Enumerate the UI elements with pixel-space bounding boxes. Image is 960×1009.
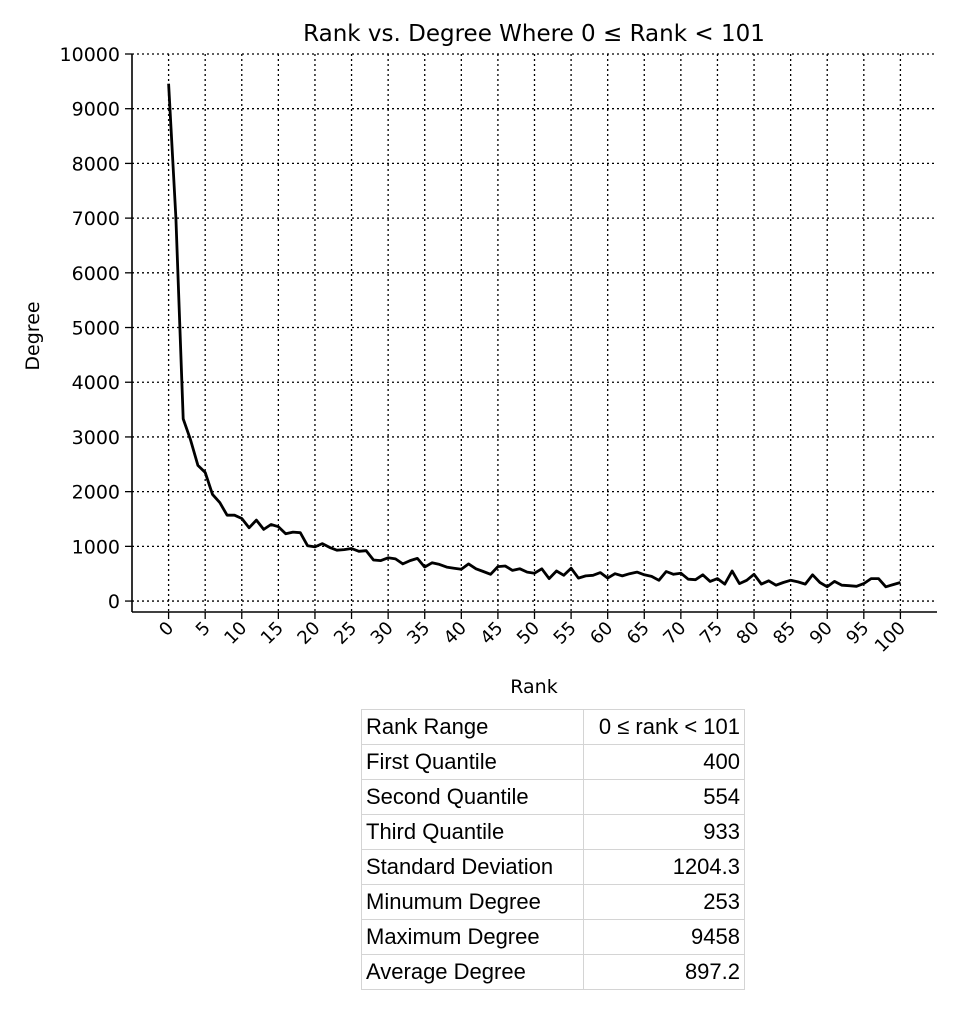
y-tick-label: 2000 <box>72 482 120 504</box>
y-tick-label: 10000 <box>60 44 120 66</box>
x-tick-label: 55 <box>550 618 581 649</box>
x-tick-label: 80 <box>733 618 764 649</box>
stats-value: 1204.3 <box>583 849 745 885</box>
stats-value: 253 <box>583 884 745 920</box>
y-tick-label: 4000 <box>72 372 120 394</box>
x-tick-label: 70 <box>659 618 690 649</box>
stats-label: Average Degree <box>361 954 584 990</box>
stats-value: 0 ≤ rank < 101 <box>583 709 745 745</box>
y-axis-ticks: 0 1000 2000 3000 4000 5000 6000 7000 8000 9000 100… <box>60 44 132 613</box>
stats-label: Rank Range <box>361 709 584 745</box>
x-tick-label: 95 <box>842 618 873 649</box>
stats-row: Average Degree 897.2 <box>361 954 745 990</box>
y-tick-label: 8000 <box>72 153 120 175</box>
stats-row: Maximum Degree 9458 <box>361 919 745 955</box>
chart-title: Rank vs. Degree Where 0 ≤ Rank < 101 <box>303 21 765 47</box>
stats-label: First Quantile <box>361 744 584 780</box>
x-tick-label: 85 <box>769 618 800 649</box>
x-tick-label: 25 <box>330 618 361 649</box>
x-tick-label: 75 <box>696 618 727 649</box>
x-tick-label: 90 <box>806 618 837 649</box>
stats-row: Third Quantile 933 <box>361 814 745 850</box>
x-axis-label: Rank <box>510 676 557 698</box>
y-tick-label: 7000 <box>72 208 120 230</box>
x-tick-label: 30 <box>367 618 398 649</box>
stats-value: 9458 <box>583 919 745 955</box>
y-tick-label: 9000 <box>72 99 120 121</box>
chart-series <box>167 83 901 589</box>
x-tick-label: 50 <box>513 618 544 649</box>
chart-grid <box>132 53 937 612</box>
y-tick-label: 0 <box>108 591 120 613</box>
x-tick-label: 100 <box>871 618 910 657</box>
y-tick-label: 5000 <box>72 318 120 340</box>
stats-row: First Quantile 400 <box>361 744 745 780</box>
degree-series-line <box>167 83 901 589</box>
y-tick-label: 3000 <box>72 427 120 449</box>
x-axis-ticks: 0 5 10 15 20 25 30 35 40 45 50 55 60 65 70 75 80 85 90 9510… <box>155 612 910 657</box>
stats-value: 554 <box>583 779 745 815</box>
y-tick-label: 1000 <box>72 536 120 558</box>
y-tick-label: 6000 <box>72 263 120 285</box>
stats-label: Standard Deviation <box>361 849 584 885</box>
stats-row: Standard Deviation 1204.3 <box>361 849 745 885</box>
stats-label: Second Quantile <box>361 779 584 815</box>
stats-value: 400 <box>583 744 745 780</box>
stats-label: Third Quantile <box>361 814 584 850</box>
x-tick-label: 20 <box>293 618 324 649</box>
x-tick-label: 5 <box>192 618 215 641</box>
stats-row: Second Quantile 554 <box>361 779 745 815</box>
x-tick-label: 10 <box>220 618 251 649</box>
x-tick-label: 15 <box>257 618 288 649</box>
x-tick-label: 65 <box>623 618 654 649</box>
stats-label: Maximum Degree <box>361 919 584 955</box>
x-tick-label: 40 <box>440 618 471 649</box>
x-tick-label: 0 <box>155 618 178 641</box>
stats-value: 933 <box>583 814 745 850</box>
x-tick-label: 45 <box>476 618 507 649</box>
stats-row: Minumum Degree 253 <box>361 884 745 920</box>
stats-value: 897.2 <box>583 954 745 990</box>
stats-table: Rank Range 0 ≤ rank < 101 First Quantile 40… <box>361 709 745 990</box>
chart-axes <box>131 54 937 613</box>
x-tick-label: 35 <box>403 618 434 649</box>
stats-label: Minumum Degree <box>361 884 584 920</box>
stats-row: Rank Range 0 ≤ rank < 101 <box>361 709 745 745</box>
x-tick-label: 60 <box>586 618 617 649</box>
y-axis-label: Degree <box>22 301 44 370</box>
